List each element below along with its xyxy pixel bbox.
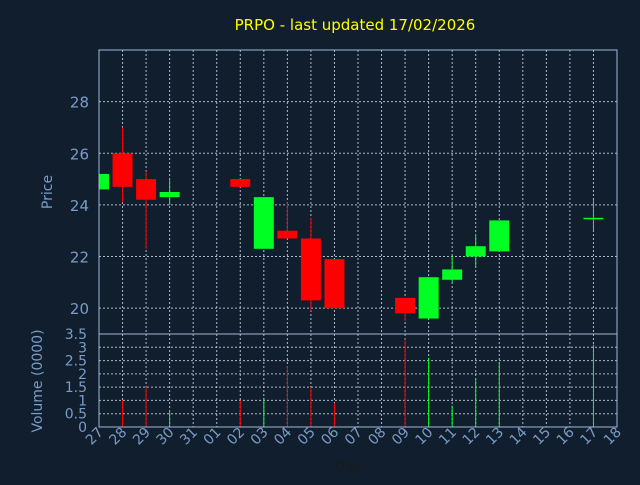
x-tick-label: 30 bbox=[154, 425, 178, 449]
volume-panel-frame bbox=[98, 333, 618, 428]
axis-ticks: 27 28 29 30 31 01 02 03 04 05 06 07 08 09 10 11 12 13 14 15… bbox=[65, 94, 625, 449]
x-tick-label: 02 bbox=[224, 425, 248, 449]
price-grid bbox=[99, 50, 617, 334]
price-axis-label: Price bbox=[40, 175, 56, 209]
x-tick-label: 31 bbox=[177, 425, 201, 449]
x-tick-label: 12 bbox=[460, 425, 484, 449]
candle-body bbox=[253, 197, 274, 249]
volume-tick-label: 1 bbox=[78, 393, 87, 409]
x-axis-label: Day bbox=[334, 459, 362, 475]
candle-body bbox=[300, 238, 321, 301]
price-tick-label: 26 bbox=[70, 145, 89, 163]
candle-body bbox=[583, 217, 604, 220]
x-tick-label: 13 bbox=[483, 425, 507, 449]
candle-body bbox=[99, 173, 109, 190]
x-tick-label: 05 bbox=[295, 425, 319, 449]
x-tick-label: 16 bbox=[554, 424, 578, 448]
x-tick-label: 17 bbox=[577, 425, 601, 449]
volume-tick-label: 0.5 bbox=[65, 407, 87, 423]
candle-body bbox=[136, 179, 157, 200]
x-tick-label: 07 bbox=[342, 425, 366, 449]
x-tick-label: 08 bbox=[365, 425, 389, 449]
volume-axis-label: Volume (0000) bbox=[30, 329, 46, 432]
volume-tick-label: 2 bbox=[78, 367, 87, 383]
x-tick-label: 10 bbox=[413, 425, 437, 449]
x-tick-label: 04 bbox=[271, 424, 295, 448]
candle-body bbox=[230, 179, 251, 187]
volume-tick-label: 0 bbox=[78, 420, 87, 436]
candle-body bbox=[489, 220, 510, 252]
x-tick-label: 11 bbox=[436, 425, 460, 449]
price-tick-label: 22 bbox=[70, 249, 89, 267]
x-tick-label: 03 bbox=[248, 425, 272, 449]
candle-body bbox=[418, 277, 439, 319]
candle-body bbox=[442, 269, 463, 280]
candle-body bbox=[395, 297, 416, 314]
candle-body bbox=[324, 259, 345, 309]
candle-body bbox=[465, 246, 486, 257]
chart-title: PRPO - last updated 17/02/2026 bbox=[235, 16, 476, 34]
price-tick-label: 28 bbox=[70, 94, 89, 112]
x-tick-label: 28 bbox=[106, 425, 130, 449]
candle-body bbox=[277, 230, 298, 239]
volume-tick-label: 3.5 bbox=[65, 327, 87, 343]
volume-tick-label: 1.5 bbox=[65, 380, 87, 396]
x-tick-label: 29 bbox=[130, 425, 154, 449]
price-candles bbox=[98, 127, 604, 322]
volume-tick-label: 2.5 bbox=[65, 354, 87, 370]
candle-body bbox=[112, 153, 133, 187]
price-tick-label: 20 bbox=[70, 300, 89, 318]
x-tick-label: 09 bbox=[389, 425, 413, 449]
volume-tick-label: 3 bbox=[78, 340, 87, 356]
x-tick-label: 14 bbox=[507, 424, 531, 448]
volume-grid bbox=[99, 334, 617, 427]
x-tick-label: 15 bbox=[530, 425, 554, 449]
candle-body bbox=[159, 192, 180, 198]
price-tick-label: 24 bbox=[70, 197, 89, 215]
volume-bars bbox=[122, 339, 594, 427]
x-tick-label: 06 bbox=[318, 424, 342, 448]
x-tick-label: 18 bbox=[601, 425, 625, 449]
x-tick-label: 01 bbox=[201, 425, 225, 449]
